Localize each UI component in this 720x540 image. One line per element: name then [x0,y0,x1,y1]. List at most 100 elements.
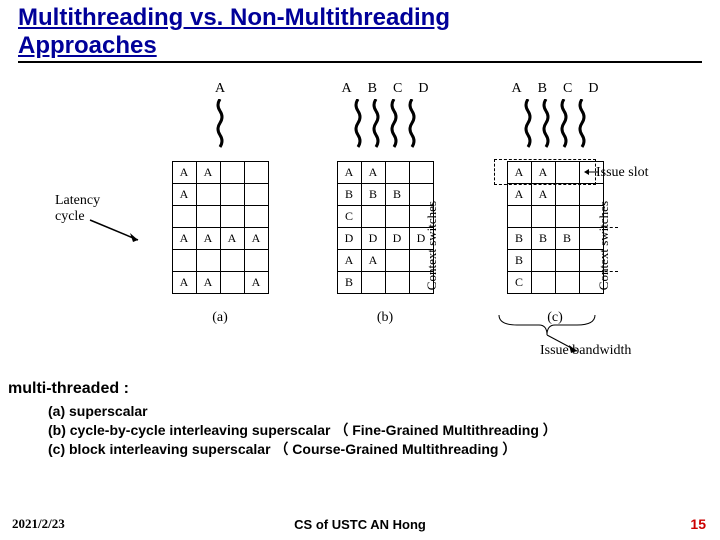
context-switch-dash [408,271,432,272]
latency-text-1: Latency [55,193,100,208]
thread-label: B [538,81,547,97]
grid-cell [244,184,268,206]
grid-cell: A [531,184,555,206]
slide-title-line1: Multithreading vs. Non-Multithreading [18,4,720,32]
panel-c-squiggles [480,99,630,153]
grid-cell [555,184,579,206]
list-item: (c) block interleaving superscalar （ Cou… [48,440,720,459]
multi-threaded-list: (a) superscalar (b) cycle-by-cycle inter… [8,402,720,459]
grid-cell: B [531,228,555,250]
panel-b-squiggles [310,99,460,153]
squiggle-icon [354,99,362,149]
grid-cell [361,272,385,294]
grid-cell: A [244,272,268,294]
grid-cell: A [337,250,361,272]
grid-cell [361,206,385,228]
panel-a-squiggles [150,99,290,153]
latency-text-2: cycle [55,209,85,224]
grid-cell [531,250,555,272]
grid-cell: A [196,272,220,294]
context-switch-dash [408,183,432,184]
panel-a-thread-labels: A [150,81,290,97]
grid-cell: A [244,228,268,250]
thread-label: C [393,81,402,97]
title-underline-rule [18,61,702,63]
footer-page-number: 15 [690,516,706,532]
grid-cell: D [385,228,409,250]
squiggle-icon [390,99,398,149]
grid-cell: A [361,162,385,184]
grid-cell: C [337,206,361,228]
slide-title-block: Multithreading vs. Non-Multithreading Ap… [0,0,720,59]
multi-threaded-heading: multi-threaded : [8,380,720,398]
thread-label: D [418,81,428,97]
grid-cell [196,250,220,272]
grid-cell [196,206,220,228]
grid-cell: B [337,184,361,206]
thread-label: C [563,81,572,97]
grid-cell [196,184,220,206]
grid-cell: B [507,250,531,272]
thread-label: A [215,81,225,97]
grid-cell [385,206,409,228]
grid-cell [409,162,433,184]
grid-cell [555,272,579,294]
grid-cell: A [172,228,196,250]
grid-cell [531,206,555,228]
grid-cell [172,206,196,228]
diagram-area: Latency cycle A AAAAAAAAAA (a) A B C D A… [0,81,720,371]
grid-cell [555,206,579,228]
grid-cell: D [361,228,385,250]
grid-cell [531,272,555,294]
grid-cell: A [507,184,531,206]
squiggle-icon [216,99,224,149]
grid-cell [244,206,268,228]
panel-a: A AAAAAAAAAA (a) [150,81,290,326]
grid-cell: A [172,162,196,184]
thread-label: B [368,81,377,97]
bottom-text-block: multi-threaded : (a) superscalar (b) cyc… [8,380,720,459]
squiggle-icon [542,99,550,149]
context-switch-dash [594,227,618,228]
grid-cell: A [196,162,220,184]
thread-label: D [588,81,598,97]
panel-a-grid: AAAAAAAAAA [172,161,269,294]
squiggle-icon [408,99,416,149]
grid-cell [172,250,196,272]
grid-cell [385,250,409,272]
squiggle-icon [560,99,568,149]
grid-cell: A [337,162,361,184]
grid-cell [244,162,268,184]
grid-cell [220,206,244,228]
grid-cell: B [555,228,579,250]
squiggle-icon [524,99,532,149]
grid-cell [220,184,244,206]
slide-title-line2: Approaches [18,32,720,60]
grid-cell: A [196,228,220,250]
grid-cell: D [337,228,361,250]
issue-slot-arrow-icon [584,167,598,177]
grid-cell [507,206,531,228]
grid-cell: B [337,272,361,294]
grid-cell [385,162,409,184]
grid-cell [244,250,268,272]
panel-b-thread-labels: A B C D [310,81,460,97]
context-switches-label-c: Context switches [596,201,612,290]
context-switch-dash [408,249,432,250]
context-switch-dash [408,227,432,228]
list-item: (a) superscalar [48,402,720,421]
grid-cell: A [361,250,385,272]
list-item: (b) cycle-by-cycle interleaving supersca… [48,421,720,440]
context-switch-dash [408,205,432,206]
context-switch-dash [594,271,618,272]
latency-arrow-icon [88,216,148,246]
grid-cell: B [507,228,531,250]
grid-cell [385,272,409,294]
squiggle-icon [372,99,380,149]
panel-c-thread-labels: A B C D [480,81,630,97]
grid-cell: B [385,184,409,206]
panel-a-caption: (a) [150,310,290,326]
grid-cell: A [220,228,244,250]
thread-label: A [342,81,352,97]
grid-cell [220,272,244,294]
